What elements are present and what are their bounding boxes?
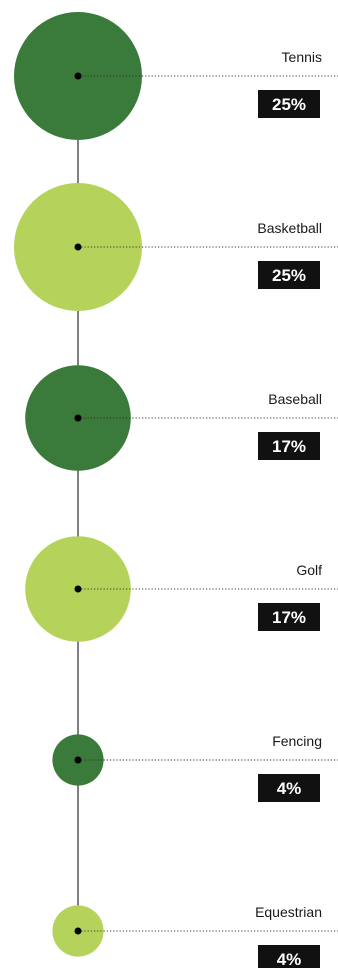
marker-dot-baseball: [74, 414, 82, 422]
value-label-tennis: 25%: [272, 95, 306, 114]
marker-dot-fencing: [74, 756, 82, 764]
value-box-fencing: [258, 774, 320, 802]
value-label-basketball: 25%: [272, 266, 306, 285]
category-label-fencing: Fencing: [272, 733, 322, 749]
category-label-basketball: Basketball: [257, 220, 322, 236]
category-label-equestrian: Equestrian: [255, 904, 322, 920]
value-box-baseball: [258, 432, 320, 460]
category-label-tennis: Tennis: [282, 49, 322, 65]
value-box-tennis: [258, 90, 320, 118]
value-label-fencing: 4%: [277, 779, 302, 798]
value-box-golf: [258, 603, 320, 631]
value-label-golf: 17%: [272, 608, 306, 627]
category-label-baseball: Baseball: [268, 391, 322, 407]
marker-dot-golf: [74, 585, 82, 593]
marker-dot-equestrian: [74, 927, 82, 935]
value-label-baseball: 17%: [272, 437, 306, 456]
marker-dot-basketball: [74, 243, 82, 251]
marker-dot-tennis: [74, 72, 82, 80]
value-box-equestrian: [258, 945, 320, 968]
value-box-basketball: [258, 261, 320, 289]
category-label-golf: Golf: [296, 562, 322, 578]
value-label-equestrian: 4%: [277, 950, 302, 968]
